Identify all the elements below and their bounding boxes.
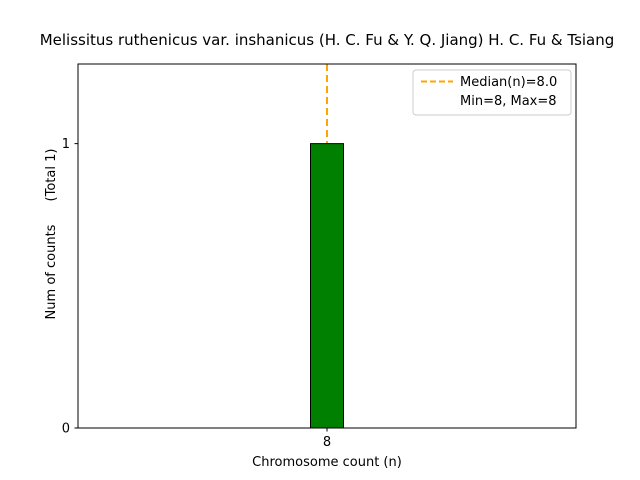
y-axis-label: Num of counts [44,224,59,319]
legend-minmax-label: Min=8, Max=8 [460,94,557,109]
chart-title: Melissitus ruthenicus var. inshanicus (H… [40,31,615,49]
y-tick-1-label: 1 [62,137,70,152]
y-tick-0: 0 [62,422,78,437]
x-axis-label: Chromosome count (n) [252,455,402,470]
y-tick-0-label: 0 [62,422,70,437]
y-tick-1: 1 [62,137,78,152]
legend-median-label: Median(n)=8.0 [460,75,557,90]
bar [310,143,344,429]
y-axis-total-label: (Total 1) [44,149,59,202]
x-tick-8: 8 [323,428,331,450]
legend: Median(n)=8.0 Min=8, Max=8 [412,69,572,116]
x-tick-8-label: 8 [323,435,331,450]
